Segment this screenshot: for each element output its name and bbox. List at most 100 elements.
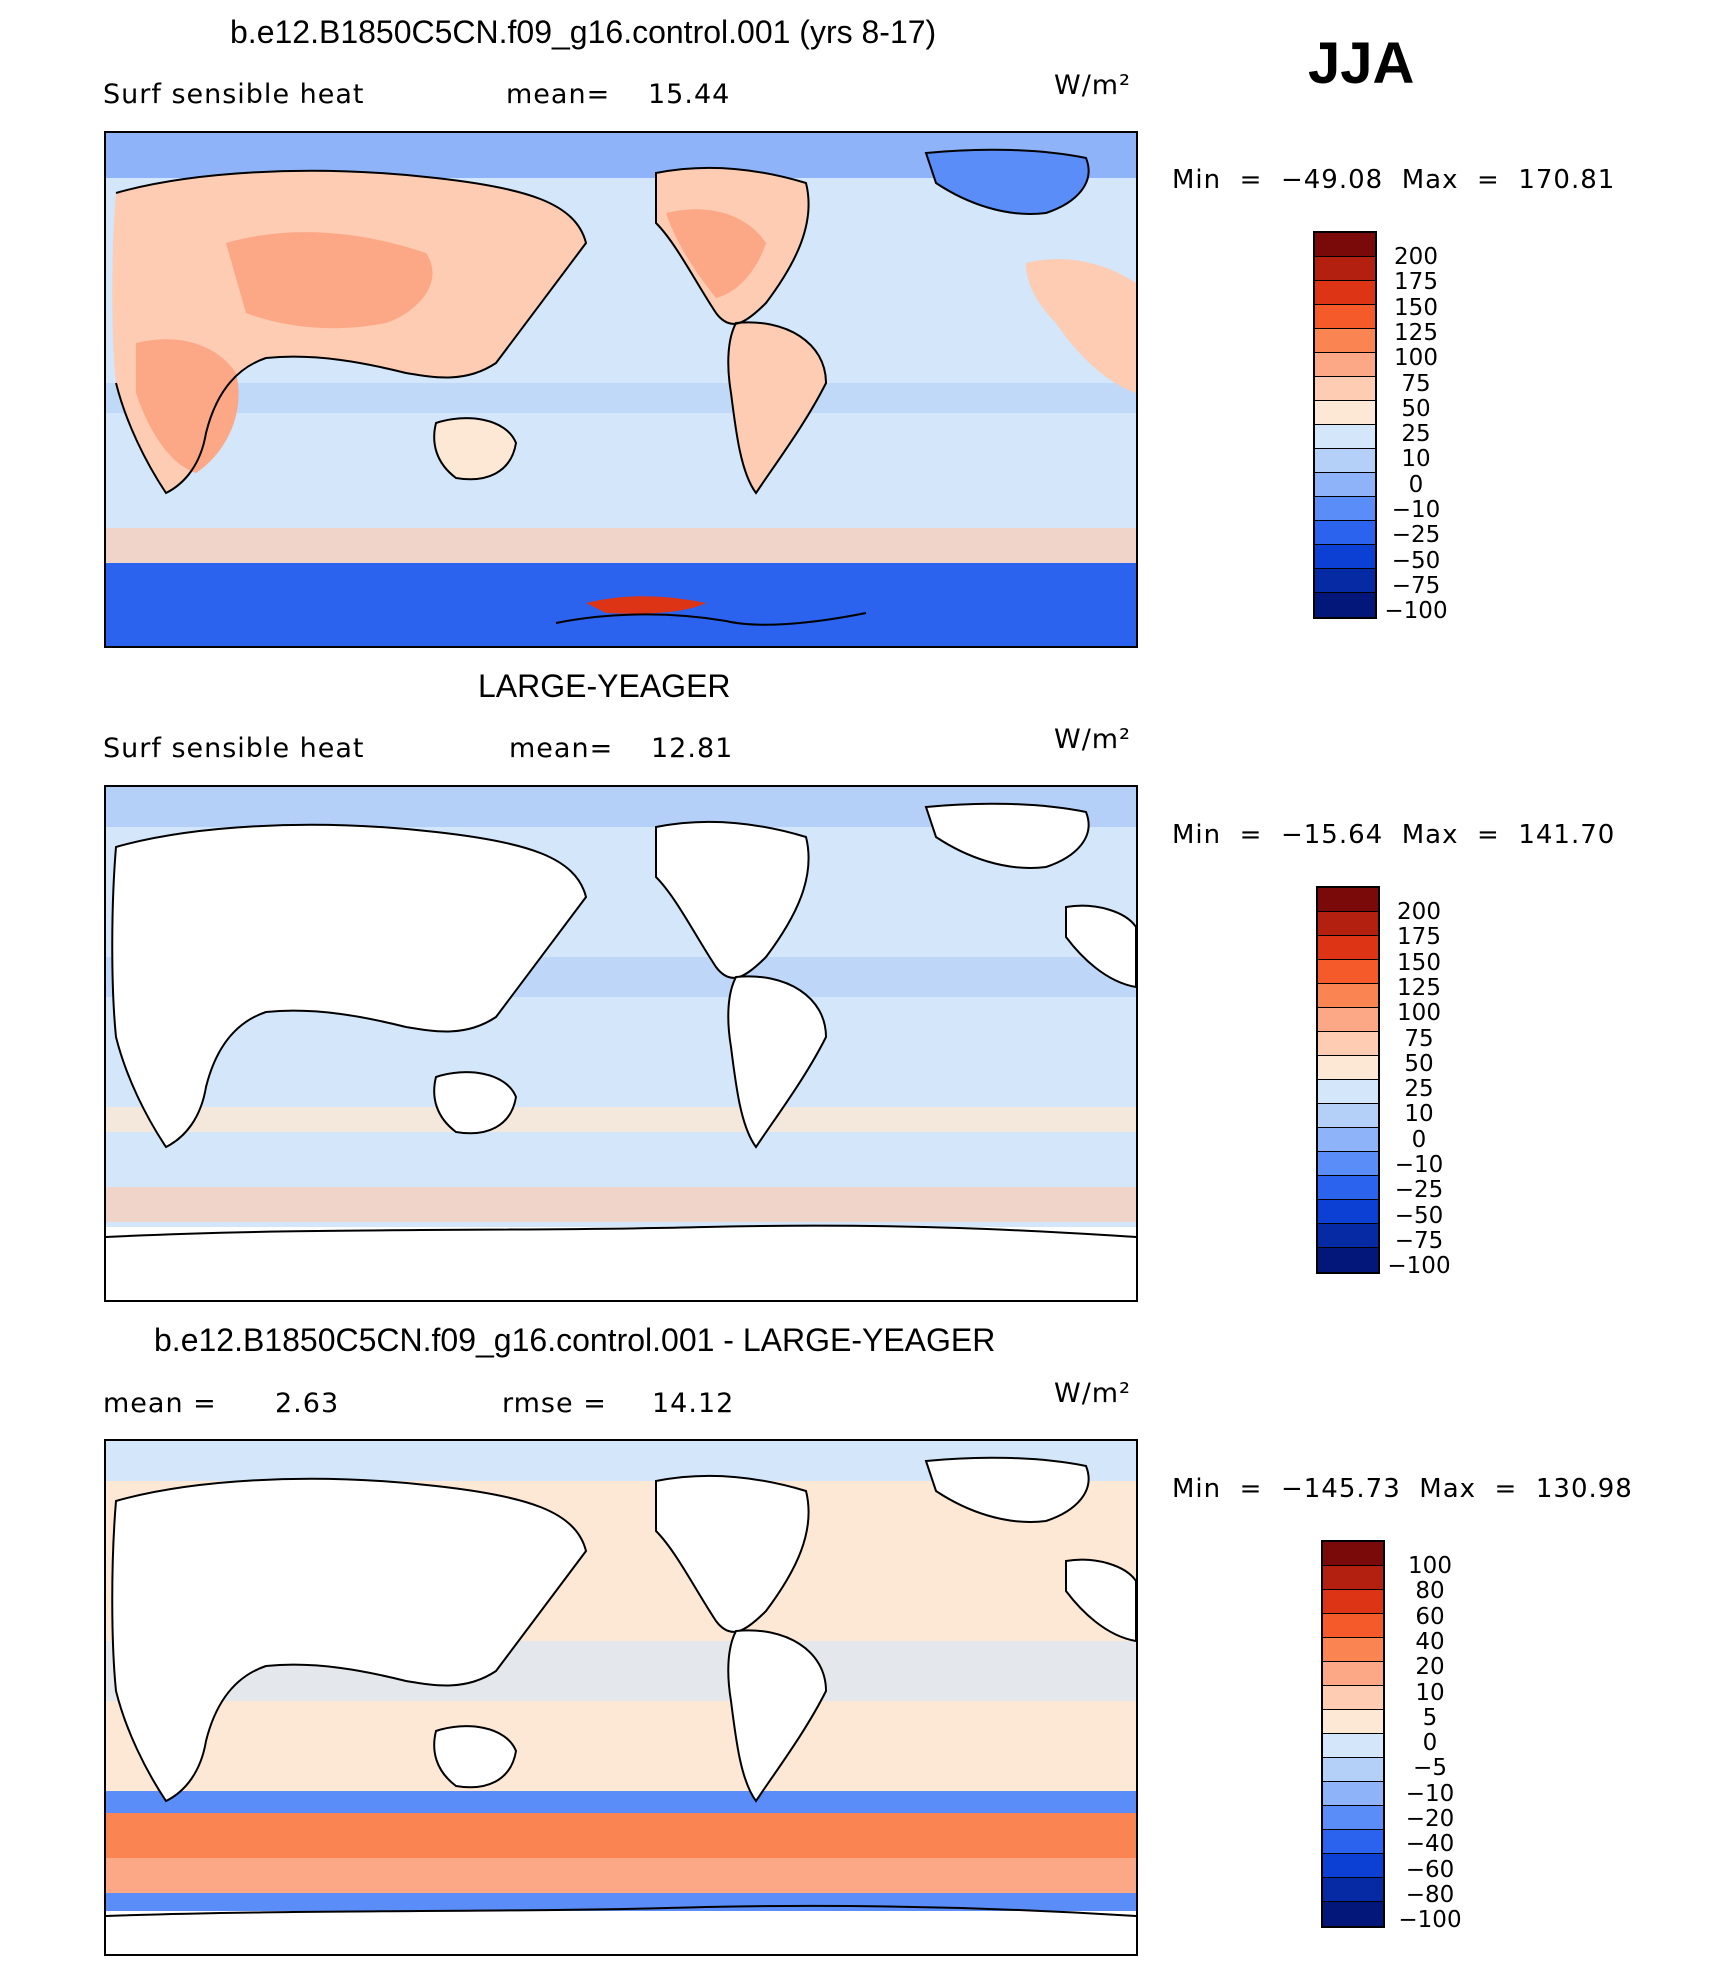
colorbar-cell xyxy=(1318,1008,1378,1032)
colorbar-cell xyxy=(1323,1782,1383,1806)
season-label: JJA xyxy=(1308,31,1415,96)
colorbar-cell xyxy=(1315,425,1375,449)
colorbar-tick-label: −10 xyxy=(1394,1152,1444,1178)
colorbar-tick-label: 0 xyxy=(1422,1730,1438,1757)
map-obs-field xyxy=(106,787,1136,1300)
panel-title-diff: b.e12.B1850C5CN.f09_g16.control.001 - LA… xyxy=(154,1322,996,1358)
colorbar-tick-label: 150 xyxy=(1397,949,1441,976)
minmax-diff: Min = −145.73 Max = 130.98 xyxy=(1172,1474,1633,1504)
colorbar-tick-label: 5 xyxy=(1422,1704,1438,1731)
colorbar-tick-label: 25 xyxy=(1401,421,1431,448)
colorbar-tick-label: −75 xyxy=(1394,1227,1444,1254)
colorbar-tick-label: −80 xyxy=(1405,1881,1455,1908)
map-obs xyxy=(104,785,1138,1302)
colorbar-cell xyxy=(1315,545,1375,569)
colorbar-tick-label: 60 xyxy=(1415,1603,1445,1630)
colorbar-cell xyxy=(1318,960,1378,984)
colorbar-cell xyxy=(1318,888,1378,912)
colorbar-tick-label: 100 xyxy=(1408,1553,1452,1579)
colorbar-tick-label: 200 xyxy=(1397,899,1441,925)
mean-label-obs: mean= xyxy=(509,733,614,764)
variable-label-obs: Surf sensible heat xyxy=(103,733,365,764)
colorbar-cell xyxy=(1315,257,1375,281)
colorbar-cell xyxy=(1323,1710,1383,1734)
minmax-obs: Min = −15.64 Max = 141.70 xyxy=(1172,820,1616,850)
colorbar-tick-label: −40 xyxy=(1405,1831,1455,1858)
colorbar-tick-label: 150 xyxy=(1394,294,1438,321)
colorbar-cell xyxy=(1315,569,1375,593)
map-case-field xyxy=(106,133,1136,646)
colorbar-tick-label: 20 xyxy=(1415,1654,1445,1681)
colorbar-cell xyxy=(1315,521,1375,545)
map-diff xyxy=(104,1439,1138,1956)
colorbar-cell xyxy=(1323,1566,1383,1590)
colorbar-tick-label: 40 xyxy=(1415,1628,1445,1655)
mean-value-case: 15.44 xyxy=(648,79,731,110)
colorbar-tick-label: 125 xyxy=(1394,319,1438,346)
colorbar-cell xyxy=(1315,329,1375,353)
colorbar-cell xyxy=(1323,1638,1383,1662)
colorbar-cell xyxy=(1318,936,1378,960)
units-label-obs: W/m² xyxy=(1054,724,1131,755)
mean-label-diff: mean = xyxy=(103,1388,217,1419)
colorbar-tick-label: 10 xyxy=(1404,1101,1434,1128)
colorbar-tick-label: −20 xyxy=(1405,1806,1455,1832)
mean-value-diff: 2.63 xyxy=(275,1388,340,1419)
colorbar-tick-label: −10 xyxy=(1405,1780,1455,1807)
colorbar-cell xyxy=(1323,1686,1383,1710)
map-case xyxy=(104,131,1138,648)
colorbar-case xyxy=(1313,231,1377,619)
colorbar-tick-label: 125 xyxy=(1397,974,1441,1001)
colorbar-tick-label: 200 xyxy=(1394,244,1438,270)
colorbar-cell xyxy=(1323,1854,1383,1878)
colorbar-cell xyxy=(1318,1104,1378,1128)
colorbar-cell xyxy=(1318,1152,1378,1176)
colorbar-cell xyxy=(1318,1056,1378,1080)
units-label-diff: W/m² xyxy=(1054,1378,1131,1409)
rmse-value-diff: 14.12 xyxy=(652,1388,735,1419)
colorbar-cell xyxy=(1318,984,1378,1008)
colorbar-tick-label: −5 xyxy=(1413,1755,1447,1782)
colorbar-tick-label: 80 xyxy=(1415,1578,1445,1605)
colorbar-cell xyxy=(1315,281,1375,305)
colorbar-tick-label: 0 xyxy=(1408,471,1424,498)
colorbar-cell xyxy=(1323,1806,1383,1830)
colorbar-cell xyxy=(1318,1248,1378,1272)
mean-value-obs: 12.81 xyxy=(651,733,734,764)
colorbar-cell xyxy=(1323,1902,1383,1926)
colorbar-cell xyxy=(1323,1758,1383,1782)
colorbar-cell xyxy=(1323,1734,1383,1758)
colorbar-cell xyxy=(1315,305,1375,329)
colorbar-tick-label: −100 xyxy=(1384,598,1448,625)
colorbar-obs xyxy=(1316,886,1380,1274)
colorbar-tick-label: −60 xyxy=(1405,1856,1455,1883)
colorbar-tick-label: 100 xyxy=(1394,345,1438,372)
rmse-label-diff: rmse = xyxy=(502,1388,607,1419)
map-diff-field xyxy=(106,1441,1136,1954)
colorbar-tick-label: 25 xyxy=(1404,1076,1434,1103)
colorbar-cell xyxy=(1315,377,1375,401)
panel-title-case: b.e12.B1850C5CN.f09_g16.control.001 (yrs… xyxy=(230,14,937,50)
colorbar-cell xyxy=(1323,1830,1383,1854)
colorbar-cell xyxy=(1323,1542,1383,1566)
colorbar-tick-label: −25 xyxy=(1391,522,1441,549)
units-label-case: W/m² xyxy=(1054,70,1131,101)
minmax-case: Min = −49.08 Max = 170.81 xyxy=(1172,165,1616,195)
colorbar-cell xyxy=(1315,473,1375,497)
colorbar-tick-label: −50 xyxy=(1394,1202,1444,1229)
colorbar-tick-label: 10 xyxy=(1401,446,1431,473)
colorbar-tick-label: 75 xyxy=(1401,370,1431,397)
colorbar-cell xyxy=(1315,593,1375,617)
colorbar-cell xyxy=(1315,353,1375,377)
colorbar-tick-label: −25 xyxy=(1394,1177,1444,1204)
variable-label-case: Surf sensible heat xyxy=(103,79,365,110)
colorbar-cell xyxy=(1318,1128,1378,1152)
colorbar-tick-label: 175 xyxy=(1394,269,1438,296)
colorbar-cell xyxy=(1318,1224,1378,1248)
colorbar-tick-label: 10 xyxy=(1415,1679,1445,1706)
colorbar-cell xyxy=(1318,1032,1378,1056)
colorbar-cell xyxy=(1323,1878,1383,1902)
colorbar-tick-label: 175 xyxy=(1397,924,1441,951)
colorbar-cell xyxy=(1323,1590,1383,1614)
colorbar-cell xyxy=(1315,401,1375,425)
